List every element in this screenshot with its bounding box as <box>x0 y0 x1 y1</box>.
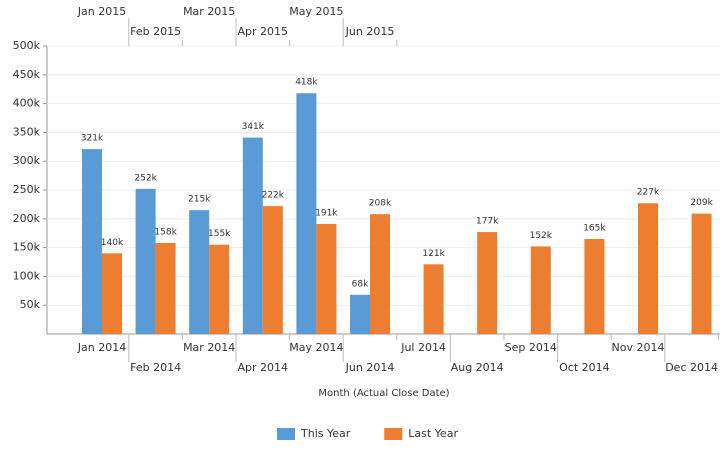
bar <box>262 206 283 334</box>
legend-label: This Year <box>300 427 351 440</box>
value-label: 140k <box>101 238 124 248</box>
value-label: 341k <box>242 122 265 132</box>
value-label: 208k <box>369 199 392 209</box>
bar <box>189 210 210 334</box>
top-tick-label: Jan 2015 <box>77 5 126 18</box>
bar <box>370 214 390 334</box>
value-label: 222k <box>262 191 285 201</box>
x-tick-label: Mar 2014 <box>183 341 235 354</box>
y-tick-label: 100k <box>13 269 41 282</box>
bar <box>477 232 498 334</box>
x-tick-label: Aug 2014 <box>451 361 504 374</box>
x-tick-label: Sep 2014 <box>505 341 557 354</box>
bar <box>423 264 444 334</box>
bar <box>209 244 230 334</box>
value-label: 321k <box>81 134 104 144</box>
top-tick-label: Feb 2015 <box>130 25 181 38</box>
bar <box>584 238 605 334</box>
bar <box>316 223 337 334</box>
y-tick-label: 300k <box>13 154 41 167</box>
bar <box>82 149 102 334</box>
y-tick-label: 200k <box>13 212 41 225</box>
value-label: 418k <box>295 78 318 88</box>
value-label: 165k <box>583 223 606 233</box>
y-tick-label: 50k <box>20 298 41 311</box>
bar <box>135 188 156 334</box>
y-tick-label: 350k <box>13 125 41 138</box>
x-tick-label: Nov 2014 <box>612 341 665 354</box>
x-tick-label: Jan 2014 <box>77 341 126 354</box>
value-label: 155k <box>208 229 231 239</box>
top-tick-label: Mar 2015 <box>183 5 235 18</box>
bar <box>155 242 176 334</box>
top-tick-label: May 2015 <box>289 5 343 18</box>
x-tick-label: May 2014 <box>289 341 343 354</box>
bar <box>638 203 658 334</box>
bar <box>350 294 370 334</box>
x-axis-title: Month (Actual Close Date) <box>318 388 449 399</box>
x-tick-label: Jun 2014 <box>345 361 395 374</box>
bar <box>296 93 317 335</box>
bar <box>242 137 263 334</box>
y-tick-label: 500k <box>13 39 41 52</box>
value-label: 209k <box>690 198 713 208</box>
value-label: 252k <box>134 173 157 183</box>
x-tick-label: Oct 2014 <box>559 361 610 374</box>
y-tick-label: 250k <box>13 183 41 196</box>
value-label: 215k <box>188 195 211 205</box>
y-tick-label: 400k <box>13 97 41 110</box>
legend-swatch <box>384 428 403 440</box>
bar <box>691 213 712 334</box>
bar <box>530 246 551 334</box>
legend-label: Last Year <box>408 427 458 440</box>
value-label: 121k <box>422 249 445 259</box>
x-tick-label: Apr 2014 <box>238 361 289 374</box>
x-tick-label: Jul 2014 <box>400 341 446 354</box>
bar <box>102 253 122 334</box>
y-tick-label: 150k <box>13 241 41 254</box>
top-tick-label: Jun 2015 <box>345 25 395 38</box>
legend-swatch <box>277 428 295 440</box>
x-tick-label: Dec 2014 <box>665 361 718 374</box>
value-label: 191k <box>315 208 338 218</box>
value-label: 177k <box>476 217 499 227</box>
value-label: 152k <box>530 231 553 241</box>
value-label: 68k <box>352 279 369 289</box>
y-tick-label: 450k <box>13 68 41 81</box>
value-label: 158k <box>154 227 177 237</box>
x-tick-label: Feb 2014 <box>130 361 181 374</box>
value-label: 227k <box>637 188 660 198</box>
top-tick-label: Apr 2015 <box>238 25 289 38</box>
